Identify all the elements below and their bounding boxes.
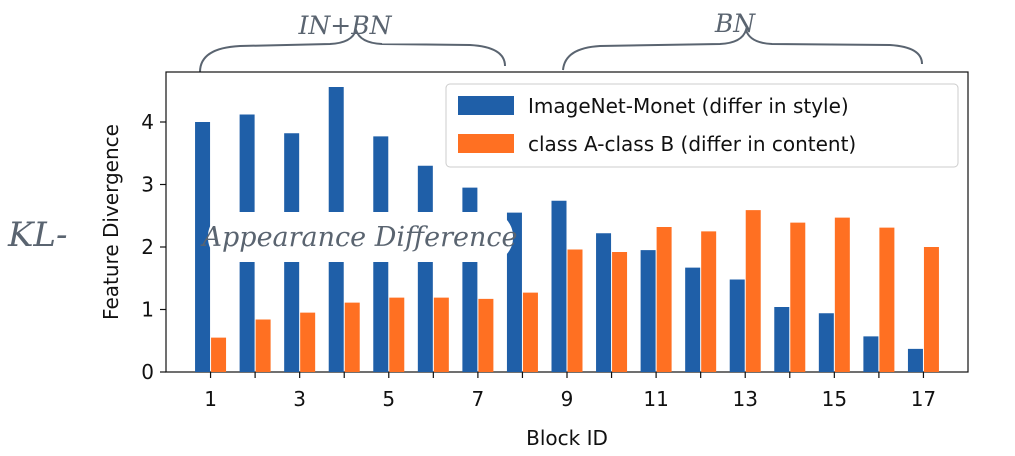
bar-classA-classB-12 xyxy=(701,231,717,372)
overlay-background xyxy=(208,212,513,262)
bar-imagenet-monet-11 xyxy=(640,250,656,372)
y-tick-label-3: 3 xyxy=(141,173,154,197)
x-axis: 1 3 5 7 9 11 13 15 17 xyxy=(204,372,936,411)
legend-label-imagenet-monet: ImageNet-Monet (differ in style) xyxy=(528,94,849,118)
bar-classA-classB-14 xyxy=(790,222,806,372)
bar-classA-classB-4 xyxy=(344,302,360,372)
bar-classA-classB-5 xyxy=(389,297,405,372)
bar-imagenet-monet-13 xyxy=(729,279,745,372)
bar-classA-classB-3 xyxy=(300,312,316,372)
x-tick-label-11: 11 xyxy=(643,387,668,411)
bar-classA-classB-16 xyxy=(879,227,895,372)
bar-classA-classB-9 xyxy=(567,249,583,372)
bar-classA-classB-1 xyxy=(211,337,227,372)
legend-swatch-imagenet-monet xyxy=(458,96,514,115)
y-tick-label-2: 2 xyxy=(141,235,154,259)
brace-left-label: IN+BN xyxy=(298,11,393,40)
brace-left xyxy=(199,26,506,73)
overlay-text: Appearance Difference xyxy=(200,222,518,253)
side-prefix-label: KL- xyxy=(7,215,67,255)
x-tick-label-7: 7 xyxy=(472,387,485,411)
y-axis-label: Feature Divergence xyxy=(99,124,123,320)
x-tick-label-13: 13 xyxy=(732,387,757,411)
x-tick-label-9: 9 xyxy=(561,387,574,411)
bar-classA-classB-17 xyxy=(923,247,939,372)
legend-label-classA-classB: class A-class B (differ in content) xyxy=(528,132,856,156)
bar-classA-classB-13 xyxy=(745,210,761,372)
y-tick-label-4: 4 xyxy=(141,110,154,134)
y-tick-label-1: 1 xyxy=(141,298,154,322)
x-tick-label-3: 3 xyxy=(293,387,306,411)
legend-swatch-classA-classB xyxy=(458,134,514,153)
bar-classA-classB-11 xyxy=(656,227,672,372)
bar-classA-classB-10 xyxy=(612,252,628,372)
x-tick-label-1: 1 xyxy=(204,387,217,411)
brace-right-label: BN xyxy=(714,9,756,38)
y-axis: 0 1 2 3 4 xyxy=(141,110,166,384)
brace-right xyxy=(562,26,923,71)
bar-imagenet-monet-12 xyxy=(685,267,701,372)
bar-imagenet-monet-16 xyxy=(863,336,879,372)
bar-classA-classB-6 xyxy=(433,297,449,372)
x-tick-label-15: 15 xyxy=(822,387,847,411)
legend: ImageNet-Monet (differ in style) class A… xyxy=(445,83,959,168)
bar-classA-classB-2 xyxy=(255,319,271,372)
bar-imagenet-monet-15 xyxy=(818,313,834,372)
bar-imagenet-monet-6 xyxy=(417,165,433,372)
bar-imagenet-monet-17 xyxy=(907,348,923,372)
x-tick-label-17: 17 xyxy=(911,387,936,411)
legend-box xyxy=(445,83,959,168)
bar-imagenet-monet-14 xyxy=(774,307,790,372)
x-axis-label: Block ID xyxy=(526,426,608,450)
bar-imagenet-monet-10 xyxy=(596,233,612,372)
overlay-annotation: Appearance Difference xyxy=(200,212,518,262)
bar-classA-classB-7 xyxy=(478,298,494,372)
x-tick-label-5: 5 xyxy=(382,387,395,411)
bar-imagenet-monet-1 xyxy=(195,122,211,372)
y-tick-label-0: 0 xyxy=(141,360,154,384)
bar-classA-classB-8 xyxy=(522,292,538,372)
bar-classA-classB-15 xyxy=(834,217,850,372)
series-classA-classB xyxy=(211,210,939,372)
bar-imagenet-monet-8 xyxy=(506,212,522,372)
bar-imagenet-monet-9 xyxy=(551,200,567,372)
